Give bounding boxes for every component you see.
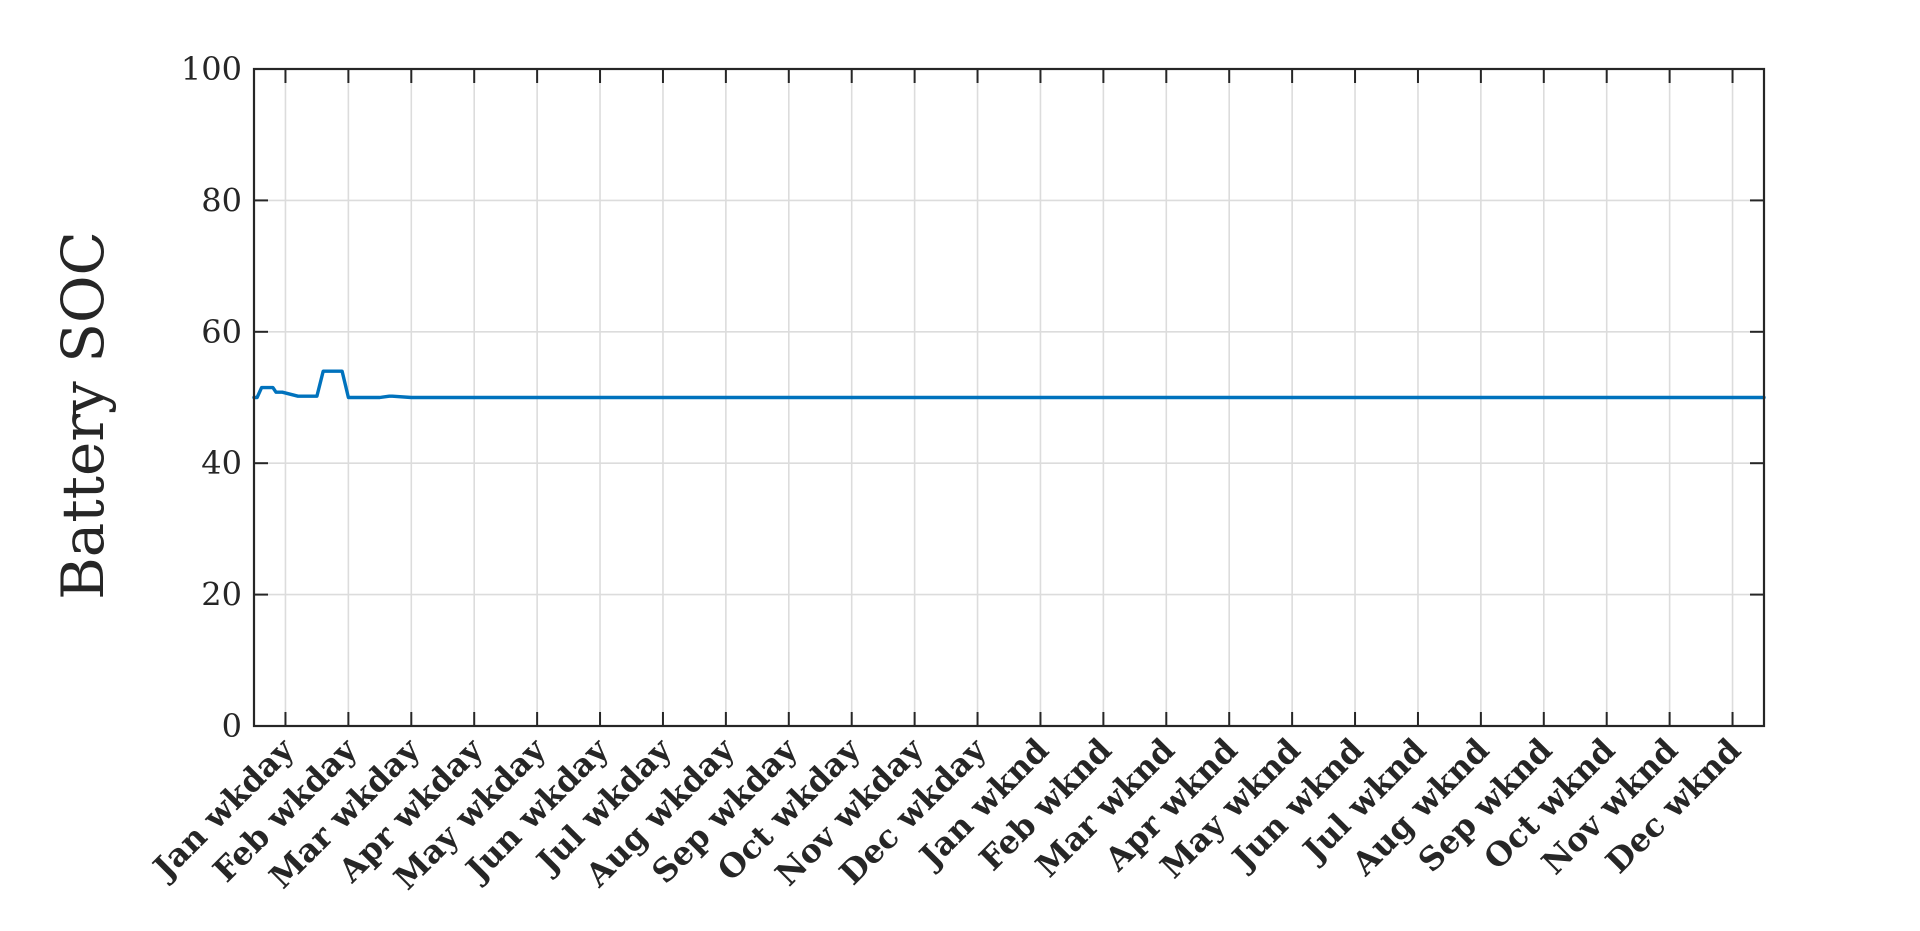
- y-tick-label: 60: [201, 313, 242, 351]
- y-tick-label: 40: [201, 444, 242, 482]
- axes-box: [252, 67, 1766, 728]
- y-tick-labels: 0 20 40 60 80 100: [181, 50, 242, 745]
- y-tick-label: 20: [201, 576, 242, 614]
- y-tick-label: 100: [181, 50, 242, 88]
- series-layer: [252, 369, 1766, 400]
- y-tick-label: 80: [201, 181, 242, 219]
- soc-series-line: [252, 369, 1766, 400]
- y-axis-label: Battery SOC: [49, 231, 117, 600]
- tick-marks: [254, 68, 1764, 727]
- y-tick-label: 0: [222, 707, 242, 745]
